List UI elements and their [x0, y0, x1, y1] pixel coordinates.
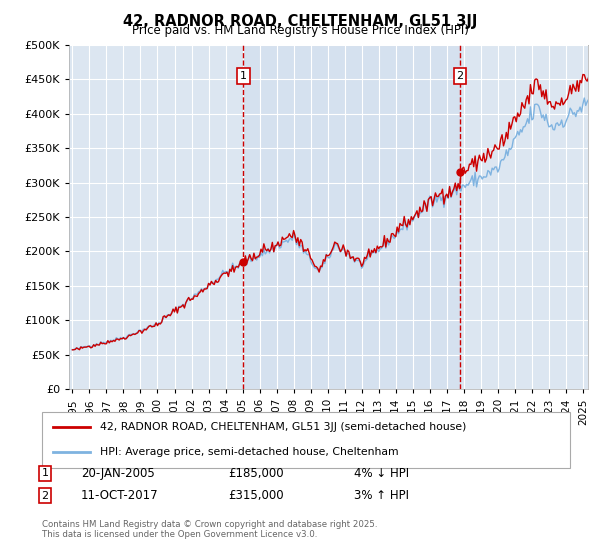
Text: 2: 2 — [457, 71, 464, 81]
Text: 1: 1 — [41, 468, 49, 478]
Text: 42, RADNOR ROAD, CHELTENHAM, GL51 3JJ: 42, RADNOR ROAD, CHELTENHAM, GL51 3JJ — [123, 14, 477, 29]
Text: 11-OCT-2017: 11-OCT-2017 — [81, 489, 158, 502]
Text: 20-JAN-2005: 20-JAN-2005 — [81, 466, 155, 480]
Bar — [244, 45, 460, 389]
Text: Contains HM Land Registry data © Crown copyright and database right 2025.
This d: Contains HM Land Registry data © Crown c… — [42, 520, 377, 539]
Text: £185,000: £185,000 — [228, 466, 284, 480]
Text: HPI: Average price, semi-detached house, Cheltenham: HPI: Average price, semi-detached house,… — [100, 447, 399, 457]
Text: Price paid vs. HM Land Registry's House Price Index (HPI): Price paid vs. HM Land Registry's House … — [131, 24, 469, 37]
Text: 42, RADNOR ROAD, CHELTENHAM, GL51 3JJ (semi-detached house): 42, RADNOR ROAD, CHELTENHAM, GL51 3JJ (s… — [100, 422, 466, 432]
Text: 4% ↓ HPI: 4% ↓ HPI — [354, 466, 409, 480]
Text: 2: 2 — [41, 491, 49, 501]
Text: 1: 1 — [240, 71, 247, 81]
Text: £315,000: £315,000 — [228, 489, 284, 502]
Text: 3% ↑ HPI: 3% ↑ HPI — [354, 489, 409, 502]
FancyBboxPatch shape — [42, 412, 570, 468]
